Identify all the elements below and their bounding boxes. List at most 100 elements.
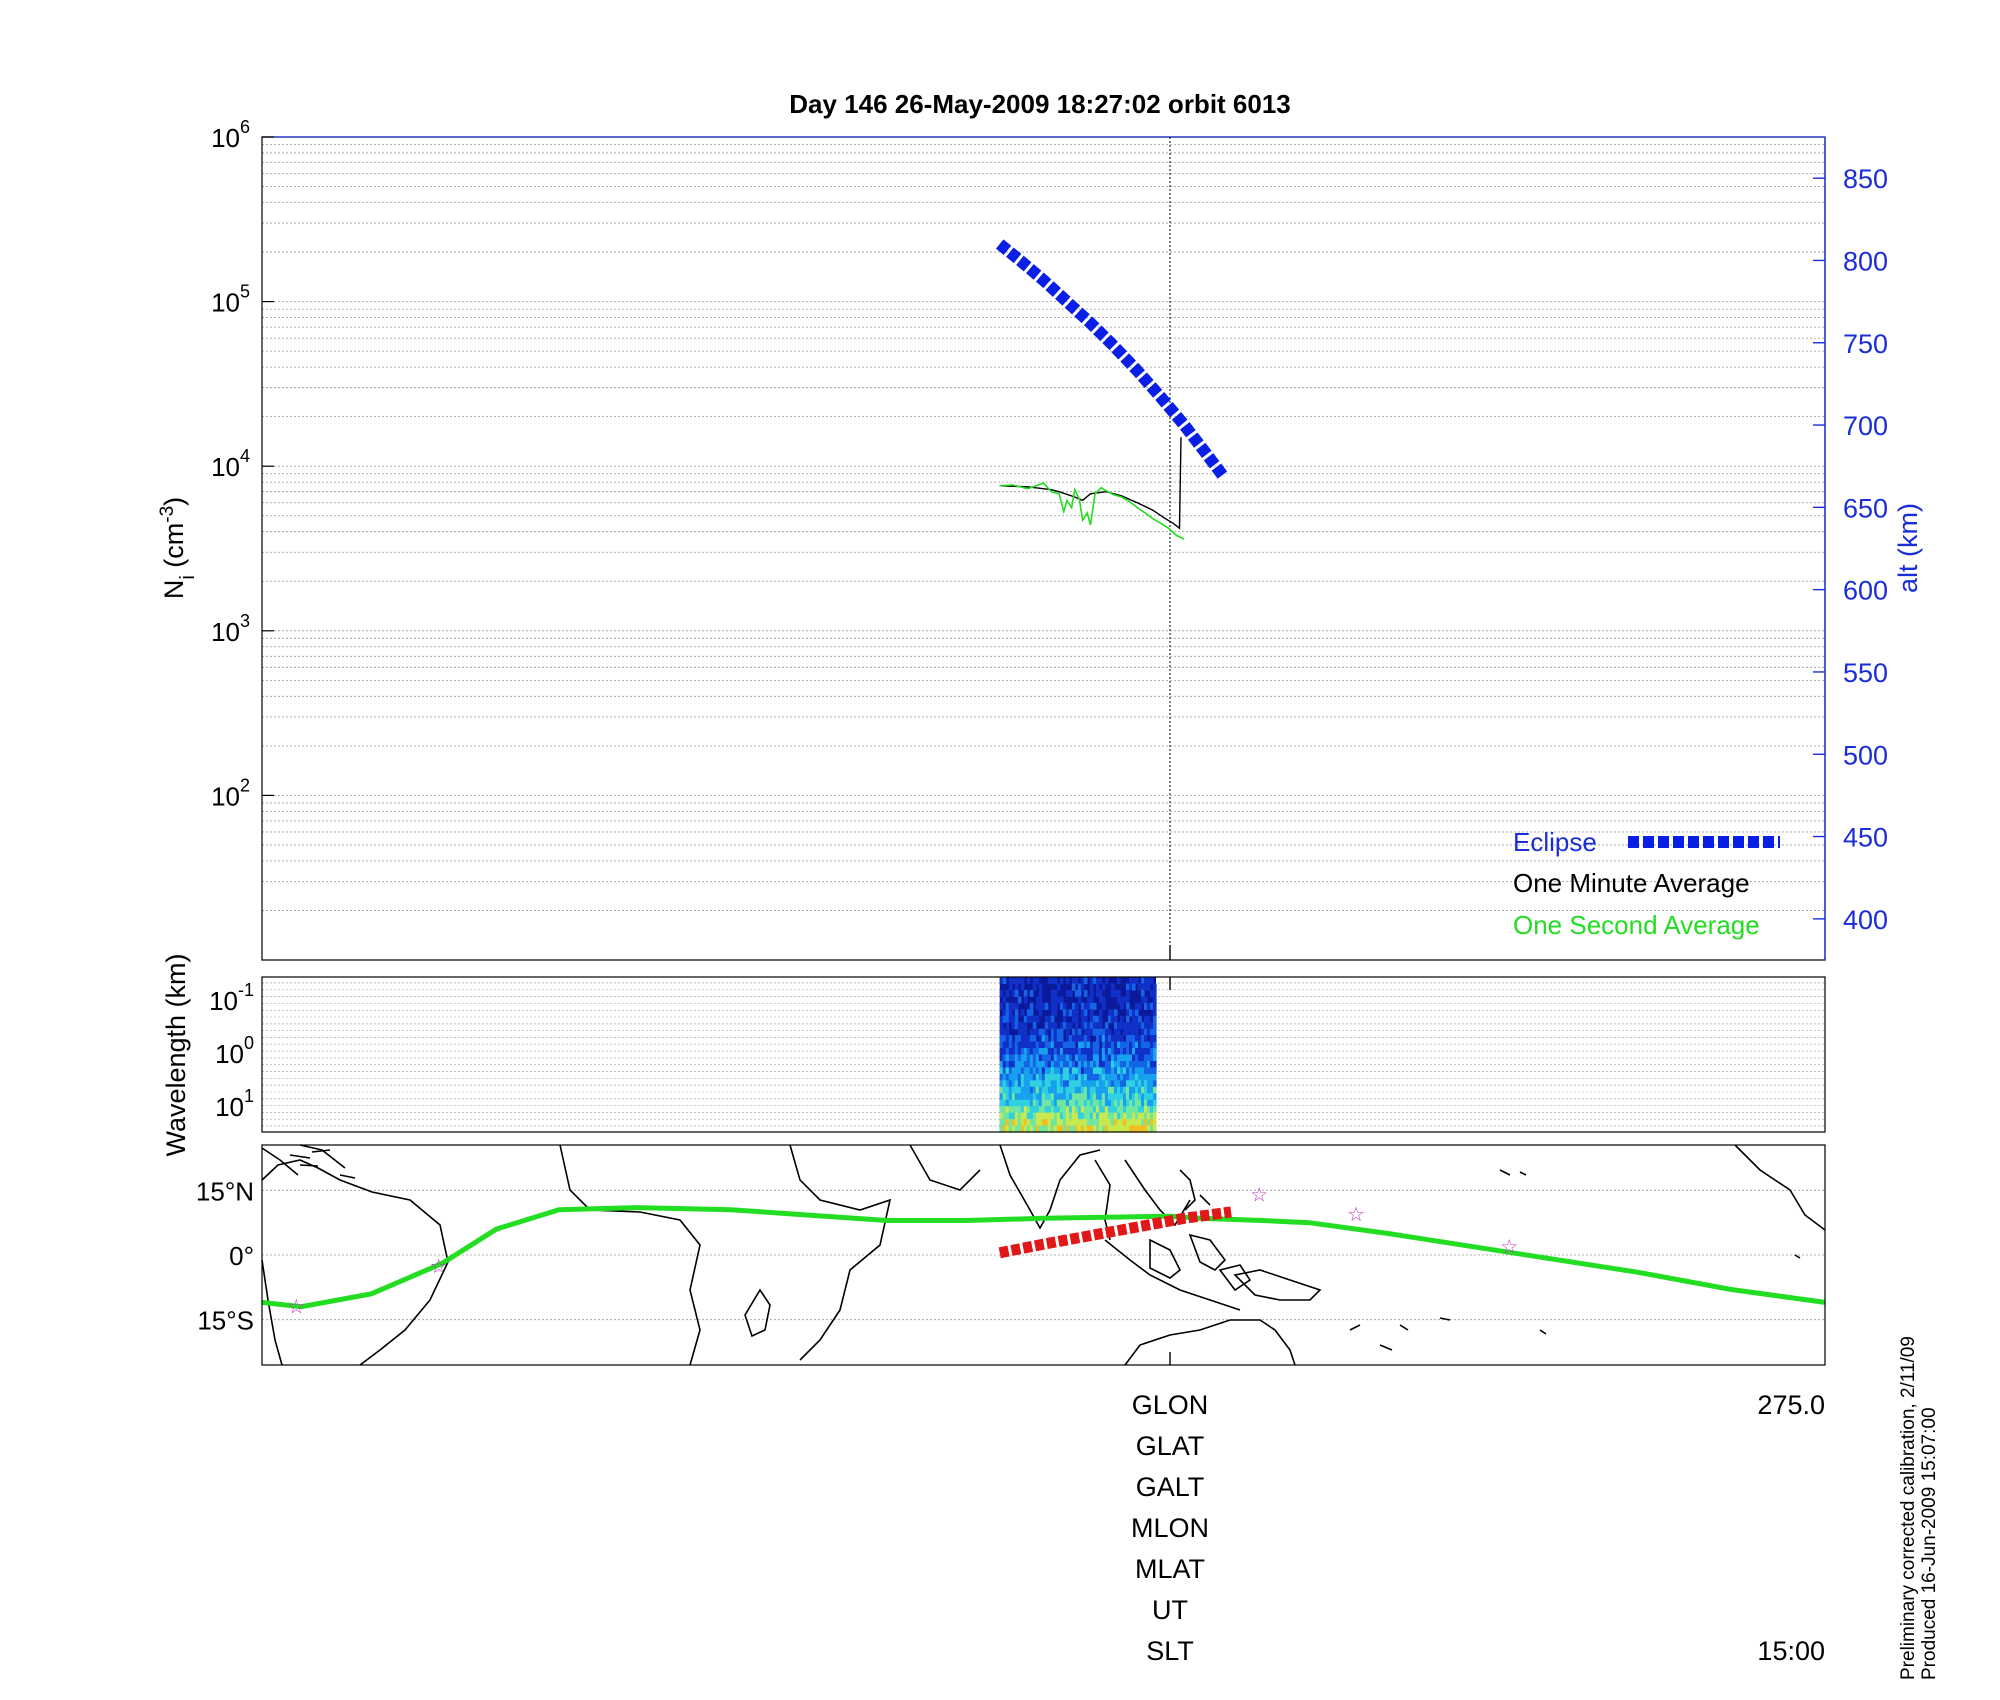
heatmap-cell <box>1041 1112 1046 1120</box>
xaxis-right-bottom: 15:00 <box>1757 1636 1825 1666</box>
heatmap-cell <box>1141 1093 1145 1101</box>
heatmap-cell <box>1023 1086 1028 1094</box>
heatmap-cell <box>1053 1041 1058 1049</box>
heatmap-cell <box>1008 1009 1013 1017</box>
heatmap-cell <box>1011 1048 1016 1056</box>
heatmap-cell <box>1114 1080 1118 1088</box>
heatmap-cell <box>1104 1093 1109 1101</box>
xaxis-label-glon: GLON <box>1132 1390 1209 1420</box>
heatmap-cell <box>1029 1080 1034 1088</box>
heatmap-cell <box>1071 1041 1076 1049</box>
heatmap-cell <box>1123 1054 1127 1062</box>
heatmap-cell <box>1044 1054 1049 1062</box>
heatmap-cell <box>1104 1086 1109 1094</box>
heatmap-cell <box>999 1112 1004 1120</box>
heatmap-cell <box>1059 996 1064 1004</box>
heatmap-cell <box>1011 977 1016 985</box>
heatmap-cell <box>1056 1112 1061 1120</box>
heatmap-cell <box>1083 1035 1088 1043</box>
heatmap-cell <box>1020 1048 1025 1056</box>
heatmap-cell <box>1101 1002 1106 1010</box>
heatmap-cell <box>1038 1093 1043 1101</box>
heatmap-cell <box>1074 1028 1079 1036</box>
heatmap-cell <box>1059 1035 1064 1043</box>
heatmap-cell <box>1153 996 1157 1004</box>
heatmap-cell <box>1092 1080 1097 1088</box>
heatmap-cell <box>1138 1125 1142 1133</box>
heatmap-cell <box>1044 1112 1049 1120</box>
heatmap-cell <box>1008 1015 1013 1023</box>
heatmap-cell <box>1095 1093 1100 1101</box>
heatmap-cell <box>1002 1073 1007 1081</box>
heatmap-cell <box>1147 1022 1151 1030</box>
heatmap-cell <box>1035 1015 1040 1023</box>
heatmap-cell <box>1032 1073 1037 1081</box>
heatmap-cell <box>1083 1112 1088 1120</box>
right-tick-label: 450 <box>1843 823 1888 853</box>
heatmap-cell <box>1147 1099 1151 1107</box>
heatmap-cell <box>1117 1048 1121 1056</box>
heatmap-cell <box>1098 996 1103 1004</box>
heatmap-cell <box>1114 1022 1118 1030</box>
heatmap-cell <box>1032 977 1037 985</box>
heatmap-cell <box>1101 1048 1106 1056</box>
heatmap-cell <box>1089 1073 1094 1081</box>
heatmap-cell <box>1068 1061 1073 1069</box>
heatmap-cell <box>1035 1099 1040 1107</box>
heatmap-cell <box>1129 1054 1133 1062</box>
heatmap-cell <box>1129 983 1133 991</box>
heatmap-cell <box>1080 1002 1085 1010</box>
heatmap-cell <box>1138 1022 1142 1030</box>
heatmap-cell <box>1011 1093 1016 1101</box>
heatmap-cell <box>1038 1073 1043 1081</box>
heatmap-cell <box>1002 1061 1007 1069</box>
heatmap-cell <box>1026 1125 1031 1133</box>
heatmap-cell <box>1092 1054 1097 1062</box>
heatmap-cell <box>1132 1028 1136 1036</box>
heatmap-cell <box>1077 1073 1082 1081</box>
legend-second-label: One Second Average <box>1513 910 1760 940</box>
heatmap-cell <box>1059 1093 1064 1101</box>
heatmap-cell <box>1056 1073 1061 1081</box>
star-marker: ☆ <box>1250 1183 1268 1207</box>
heatmap-cell <box>1059 1028 1064 1036</box>
heatmap-cell <box>1123 1093 1127 1101</box>
heatmap-cell <box>1080 1041 1085 1049</box>
heatmap-cell <box>1014 1002 1019 1010</box>
heatmap-cell <box>1023 1061 1028 1069</box>
heatmap-cell <box>1032 1028 1037 1036</box>
heatmap-cell <box>1135 977 1139 985</box>
heatmap-cell <box>1044 1002 1049 1010</box>
heatmap-cell <box>1017 1080 1022 1088</box>
heatmap-cell <box>1029 1002 1034 1010</box>
heatmap-cell <box>1138 1119 1142 1127</box>
heatmap-cell <box>1026 1041 1031 1049</box>
heatmap-cell <box>1132 1119 1136 1127</box>
heatmap-cell <box>1053 977 1058 985</box>
heatmap-cell <box>1026 1015 1031 1023</box>
heatmap-cell <box>1095 1086 1100 1094</box>
heatmap-cell <box>1002 1015 1007 1023</box>
heatmap-cell <box>1020 1041 1025 1049</box>
heatmap-cell <box>1129 1028 1133 1036</box>
heatmap-cell <box>1092 977 1097 985</box>
heatmap-cell <box>1132 1022 1136 1030</box>
heatmap-cell <box>1002 1093 1007 1101</box>
heatmap-cell <box>999 1041 1004 1049</box>
heatmap-cell <box>1032 1099 1037 1107</box>
heatmap-cell <box>1074 1015 1079 1023</box>
heatmap-cell <box>1044 1028 1049 1036</box>
heatmap-cell <box>1123 1125 1127 1133</box>
heatmap-cell <box>1002 996 1007 1004</box>
heatmap-cell <box>1150 1035 1154 1043</box>
heatmap-cell <box>1123 1061 1127 1069</box>
heatmap-cell <box>1041 1002 1046 1010</box>
heatmap-cell <box>1120 1080 1124 1088</box>
heatmap-cell <box>1005 1073 1010 1081</box>
heatmap-cell <box>1056 1048 1061 1056</box>
heatmap-cell <box>1065 1022 1070 1030</box>
heatmap-cell <box>1038 1099 1043 1107</box>
heatmap-cell <box>1098 1106 1103 1114</box>
heatmap-cell <box>1150 1002 1154 1010</box>
heatmap-cell <box>1092 1041 1097 1049</box>
